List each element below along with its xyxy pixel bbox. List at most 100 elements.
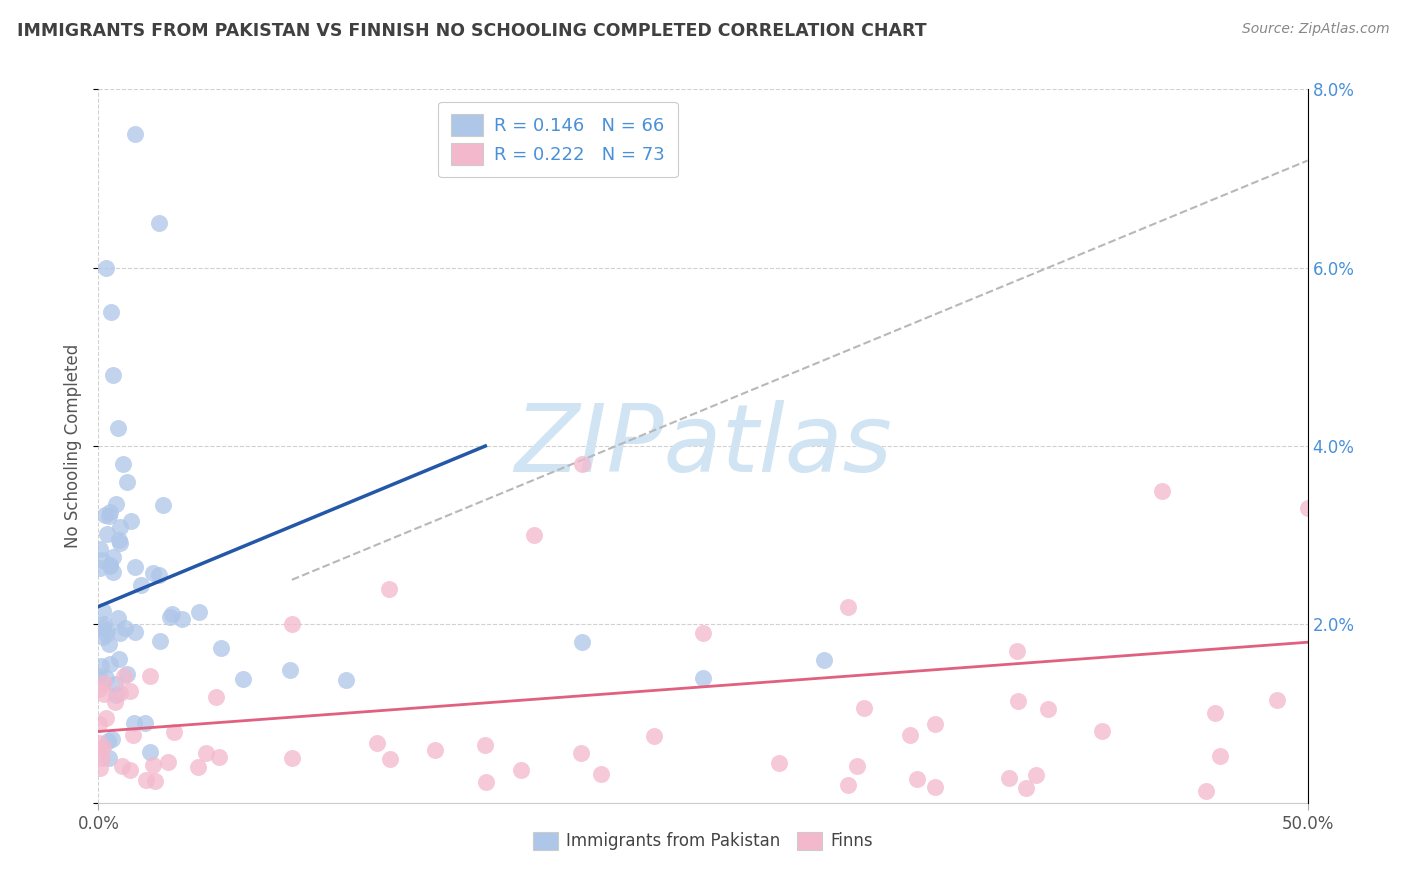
Point bbox=[101, 565, 124, 579]
Text: IMMIGRANTS FROM PAKISTAN VS FINNISH NO SCHOOLING COMPLETED CORRELATION CHART: IMMIGRANTS FROM PAKISTAN VS FINNISH NO S… bbox=[17, 22, 927, 40]
Point bbox=[1208, 749, 1230, 764]
Point bbox=[100, 305, 122, 319]
Point bbox=[110, 685, 132, 699]
Point bbox=[152, 498, 174, 512]
Point bbox=[94, 508, 117, 522]
Point bbox=[143, 774, 166, 789]
Point bbox=[837, 599, 859, 614]
Point bbox=[107, 611, 129, 625]
Point bbox=[89, 761, 111, 775]
Point bbox=[91, 751, 114, 765]
Y-axis label: No Schooling Completed: No Schooling Completed bbox=[65, 344, 83, 548]
Point bbox=[571, 457, 593, 471]
Point bbox=[643, 729, 665, 743]
Point bbox=[475, 775, 498, 789]
Point bbox=[509, 763, 531, 777]
Point bbox=[425, 742, 447, 756]
Point bbox=[96, 527, 118, 541]
Text: ZIPatlas: ZIPatlas bbox=[515, 401, 891, 491]
Legend: Immigrants from Pakistan, Finns: Immigrants from Pakistan, Finns bbox=[524, 823, 882, 859]
Point bbox=[94, 711, 117, 725]
Point bbox=[117, 475, 139, 489]
Point bbox=[142, 566, 165, 580]
Point bbox=[1090, 724, 1112, 739]
Point bbox=[120, 514, 142, 528]
Point bbox=[138, 669, 160, 683]
Point bbox=[91, 630, 114, 644]
Point bbox=[115, 667, 138, 681]
Point bbox=[997, 771, 1019, 785]
Point bbox=[139, 745, 162, 759]
Point bbox=[159, 610, 181, 624]
Point bbox=[104, 677, 127, 691]
Point bbox=[187, 760, 209, 774]
Point bbox=[101, 550, 124, 565]
Point bbox=[120, 684, 142, 698]
Point bbox=[846, 758, 869, 772]
Point bbox=[768, 756, 790, 770]
Point bbox=[112, 669, 135, 683]
Point bbox=[87, 681, 110, 696]
Point bbox=[89, 668, 111, 682]
Point bbox=[1014, 780, 1036, 795]
Point bbox=[124, 559, 146, 574]
Point bbox=[94, 627, 117, 641]
Point bbox=[110, 536, 132, 550]
Point bbox=[205, 690, 228, 704]
Point bbox=[131, 578, 153, 592]
Point bbox=[692, 671, 714, 685]
Point bbox=[105, 497, 128, 511]
Point bbox=[101, 368, 124, 382]
Point bbox=[111, 457, 134, 471]
Point bbox=[162, 607, 184, 621]
Point bbox=[905, 772, 928, 787]
Point bbox=[87, 717, 110, 731]
Point bbox=[187, 606, 209, 620]
Point bbox=[94, 671, 117, 685]
Point bbox=[97, 751, 120, 765]
Point bbox=[692, 626, 714, 640]
Point bbox=[1025, 768, 1047, 782]
Point bbox=[93, 617, 115, 632]
Point bbox=[157, 755, 180, 769]
Point bbox=[122, 728, 145, 742]
Point bbox=[1195, 784, 1218, 798]
Point bbox=[278, 663, 301, 677]
Point bbox=[91, 553, 114, 567]
Point bbox=[232, 673, 254, 687]
Point bbox=[91, 739, 114, 754]
Point bbox=[148, 216, 170, 230]
Point bbox=[589, 766, 612, 780]
Point bbox=[149, 633, 172, 648]
Point bbox=[104, 688, 127, 702]
Point bbox=[898, 728, 921, 742]
Point bbox=[281, 750, 304, 764]
Point bbox=[1267, 693, 1289, 707]
Point bbox=[94, 260, 117, 275]
Point bbox=[108, 652, 131, 666]
Point bbox=[135, 772, 157, 787]
Text: Source: ZipAtlas.com: Source: ZipAtlas.com bbox=[1241, 22, 1389, 37]
Point bbox=[1296, 501, 1319, 516]
Point bbox=[91, 620, 114, 634]
Point bbox=[93, 676, 115, 690]
Point bbox=[124, 624, 146, 639]
Point bbox=[90, 659, 112, 673]
Point bbox=[1007, 644, 1029, 658]
Point bbox=[110, 759, 132, 773]
Point bbox=[523, 528, 546, 542]
Point bbox=[1007, 694, 1029, 708]
Point bbox=[93, 604, 115, 618]
Point bbox=[98, 657, 121, 671]
Point bbox=[209, 640, 232, 655]
Point bbox=[107, 421, 129, 435]
Point bbox=[1036, 702, 1059, 716]
Point bbox=[569, 746, 592, 760]
Point bbox=[97, 508, 120, 523]
Point bbox=[110, 520, 132, 534]
Point bbox=[377, 582, 399, 596]
Point bbox=[89, 542, 111, 557]
Point bbox=[837, 778, 859, 792]
Point bbox=[104, 694, 127, 708]
Point bbox=[124, 127, 146, 141]
